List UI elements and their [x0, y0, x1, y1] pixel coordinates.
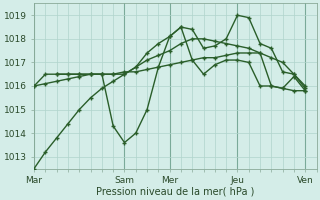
X-axis label: Pression niveau de la mer( hPa ): Pression niveau de la mer( hPa ) [96, 187, 254, 197]
